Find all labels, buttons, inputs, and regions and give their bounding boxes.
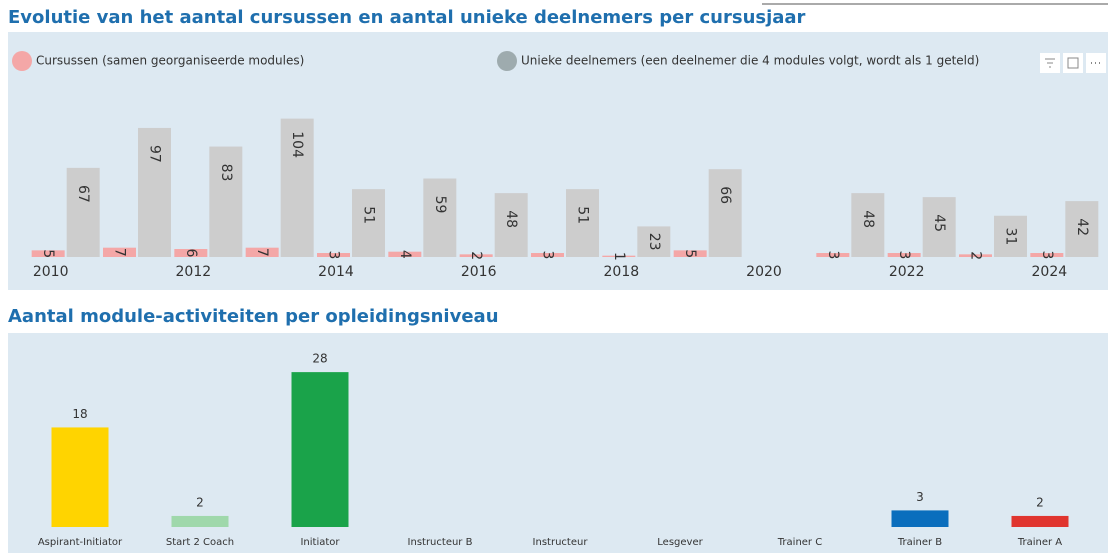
bar (51, 427, 109, 527)
data-label: 42 (1074, 218, 1090, 236)
x-tick-label: 2018 (604, 264, 640, 280)
legend-marker (497, 51, 517, 71)
data-label: 104 (289, 131, 305, 158)
bar (245, 247, 279, 257)
bar (851, 193, 885, 257)
data-label: 83 (218, 164, 234, 182)
x-tick-label: 2010 (33, 264, 69, 280)
bar (174, 249, 208, 257)
bar (816, 253, 850, 257)
bar (171, 515, 229, 527)
x-tick-label: Start 2 Coach (166, 537, 234, 548)
data-label: 3 (326, 251, 342, 260)
bar (922, 197, 956, 257)
focus-icon[interactable] (1063, 53, 1083, 73)
data-label: 5 (40, 249, 56, 258)
bar (352, 189, 385, 257)
data-label: 48 (503, 210, 519, 228)
bar (531, 253, 564, 257)
x-tick-label: Lesgever (657, 537, 703, 548)
data-label: 2 (1036, 495, 1044, 509)
data-label: 3 (1039, 251, 1055, 260)
data-label: 51 (575, 206, 591, 224)
filter-glyph (1045, 58, 1055, 68)
bar (566, 189, 599, 257)
data-label: 23 (646, 233, 662, 251)
bar (103, 247, 136, 257)
bar (209, 146, 243, 257)
data-label: 51 (361, 206, 377, 224)
data-label: 3 (825, 251, 841, 260)
bar (1065, 201, 1099, 257)
data-label: 7 (112, 248, 128, 257)
data-label: 3 (540, 251, 556, 260)
bar (891, 510, 949, 527)
bar (31, 250, 65, 257)
data-label: 2 (468, 251, 484, 260)
data-label: 3 (896, 251, 912, 260)
data-label: 18 (72, 407, 87, 421)
data-label: 45 (931, 214, 947, 232)
x-tick-label: 2016 (461, 264, 497, 280)
bar (1030, 253, 1064, 257)
data-label: 31 (1003, 227, 1019, 245)
bar (317, 253, 350, 257)
data-label: 5 (682, 249, 698, 258)
bar (994, 215, 1027, 257)
data-label: 67 (75, 185, 91, 203)
bar (1011, 515, 1069, 527)
data-label: 2 (968, 251, 984, 260)
bar (291, 372, 349, 527)
bar (388, 251, 422, 257)
bar (280, 118, 314, 257)
x-tick-label: Trainer B (897, 537, 942, 548)
bar (673, 250, 707, 257)
bar (887, 253, 921, 257)
data-label: 97 (147, 145, 163, 163)
legend-marker (12, 51, 32, 71)
data-label: 4 (397, 250, 413, 259)
x-tick-label: Trainer A (1017, 537, 1062, 548)
chart-title: Evolutie van het aantal cursussen en aan… (8, 7, 806, 28)
legend-label: Cursussen (samen georganiseerde modules) (36, 54, 304, 68)
bar (459, 254, 493, 257)
x-tick-label: Trainer C (777, 537, 822, 548)
bar (637, 226, 671, 257)
data-label: 59 (432, 196, 448, 214)
bar (423, 178, 457, 257)
data-label: 48 (860, 210, 876, 228)
data-label: 28 (312, 352, 327, 366)
x-tick-label: 2012 (176, 264, 212, 280)
bar (959, 254, 992, 257)
bar (708, 169, 742, 257)
x-tick-label: 2022 (889, 264, 925, 280)
visual-header-icons[interactable] (1040, 53, 1106, 73)
x-tick-label: 2020 (746, 264, 782, 280)
x-tick-label: Aspirant-Initiator (38, 537, 123, 548)
data-label: 2 (196, 495, 204, 509)
x-tick-label: Instructeur B (408, 537, 473, 548)
focus-glyph (1067, 57, 1079, 69)
data-label: 1 (611, 252, 627, 261)
bar (66, 167, 100, 257)
x-tick-label: 2024 (1032, 264, 1068, 280)
data-label: 3 (916, 490, 924, 504)
chart-title: Aantal module-activiteiten per opleiding… (8, 306, 499, 327)
data-label: 6 (183, 249, 199, 258)
legend-label: Unieke deelnemers (een deelnemer die 4 m… (521, 54, 979, 68)
data-label: 7 (254, 248, 270, 257)
x-tick-label: Instructeur (533, 537, 589, 548)
x-tick-label: 2014 (318, 264, 354, 280)
data-label: 66 (717, 186, 733, 204)
bar (494, 193, 528, 257)
bar (602, 255, 636, 257)
x-tick-label: Initiator (300, 537, 340, 548)
bar (138, 127, 171, 258)
